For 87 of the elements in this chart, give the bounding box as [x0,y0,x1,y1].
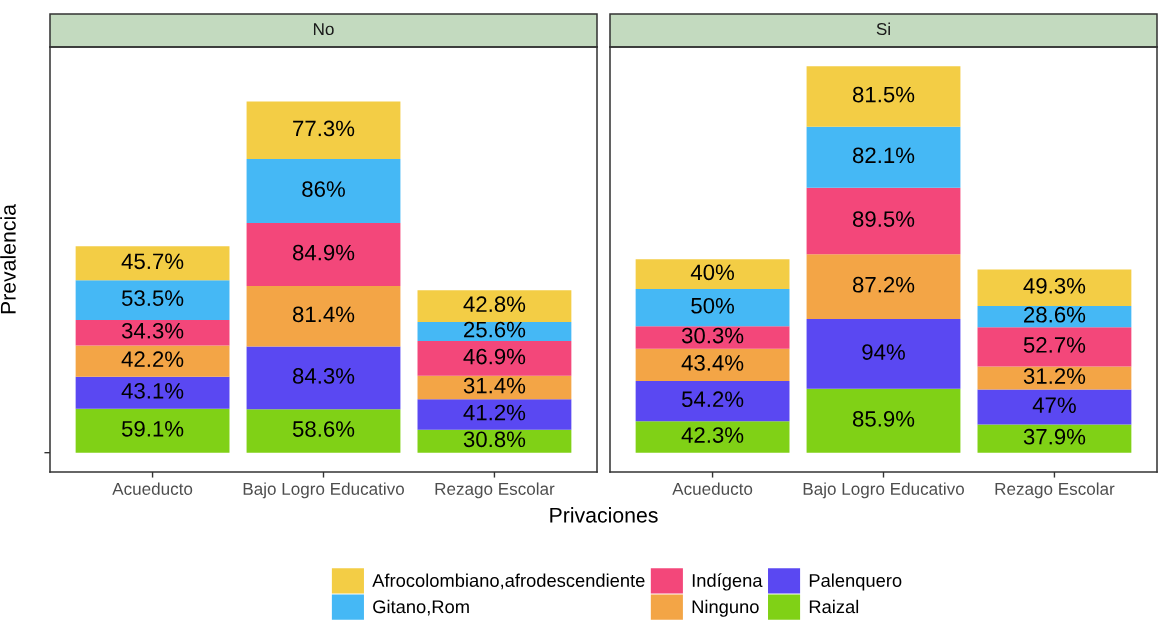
data-label: 41.2% [463,404,526,421]
bar [246,286,401,347]
x-axis-title: Privaciones [550,507,658,523]
bar [806,319,961,389]
data-label: 43.4% [681,355,744,371]
data-label: 81.4% [292,306,355,323]
bar [806,388,961,453]
legend-label: Afrocolombiano,afrodescendiente [372,573,645,590]
bar [806,126,961,188]
bar [75,246,230,281]
data-label: 58.6% [292,421,355,437]
chart-title: No [313,23,334,36]
data-label: 45.7% [121,253,184,270]
bar [246,346,401,410]
bar [806,66,961,127]
data-label: 25.6% [464,321,526,338]
bar [635,259,790,290]
data-label: 50% [691,297,735,314]
data-label: 42.8% [463,296,526,313]
bar [635,289,790,327]
chart-title: Si [876,22,890,36]
data-label: 53.5% [121,290,184,306]
data-label: 59.1% [121,420,184,437]
bar [246,159,401,223]
data-label: 37.9% [1023,428,1086,445]
data-label: 42.2% [121,351,184,367]
bar [246,409,401,453]
bar [417,429,572,453]
bar [417,321,572,342]
data-label: 82.1% [852,147,915,164]
data-label: 89.5% [852,211,915,227]
data-label: 43.1% [121,382,184,399]
bar [75,280,230,320]
bar [635,421,790,453]
bar [635,326,790,349]
data-label: 42.3% [681,427,744,443]
legend-label: Gitano,Rom [373,599,469,616]
bar [246,222,401,287]
legend-label: Palenquero [809,573,902,591]
data-label: 31.2% [1023,368,1086,384]
data-label: 87.2% [852,276,915,293]
data-label: 85.9% [852,411,915,427]
data-label: 81.5% [852,86,915,103]
bar [806,254,961,320]
legend-label: Indígena [692,573,763,591]
data-label: 47% [1032,397,1076,413]
data-label: 84.3% [292,368,355,384]
bar [75,408,230,453]
bar [417,399,572,430]
legend-label: Raizal [809,599,859,614]
data-label: 49.3% [1023,277,1086,294]
data-label: 54.2% [681,391,744,408]
bar [75,345,230,377]
bar [75,319,230,346]
data-label: 46.9% [463,348,526,365]
bar [417,375,572,400]
data-label: 28.6% [1024,306,1086,323]
bar [246,101,401,160]
legend-label: Ninguno [692,599,759,617]
x-tick-label: Bajo Logro Educativo [803,482,964,499]
data-label: 34.3% [121,322,184,339]
data-label: 30.3% [681,327,744,344]
bar [635,348,790,381]
data-label: 84.9% [292,244,355,261]
bar [977,424,1132,453]
bar [806,187,961,255]
bar [977,269,1132,307]
bar [977,366,1132,390]
y-axis-title: Prevalencia [0,203,16,314]
x-tick-label: Acueducto [672,482,753,495]
bar [635,380,790,422]
data-label: 31.4% [463,377,526,394]
bar [75,376,230,409]
data-label: 77.3% [293,120,355,137]
data-label: 52.7% [1023,337,1086,353]
data-label: 86% [302,181,345,197]
bar [417,341,572,376]
bar [417,290,572,322]
data-label: 94% [862,344,905,360]
bar [977,327,1132,367]
x-tick-label: Acueducto [112,482,193,495]
data-label: 40% [690,264,735,281]
bar [977,389,1132,425]
x-tick-label: Rezago Escolar [435,482,555,499]
x-tick-label: Bajo Logro Educativo [243,482,404,499]
data-label: 30.8% [463,431,526,448]
x-tick-label: Rezago Escolar [995,482,1115,499]
